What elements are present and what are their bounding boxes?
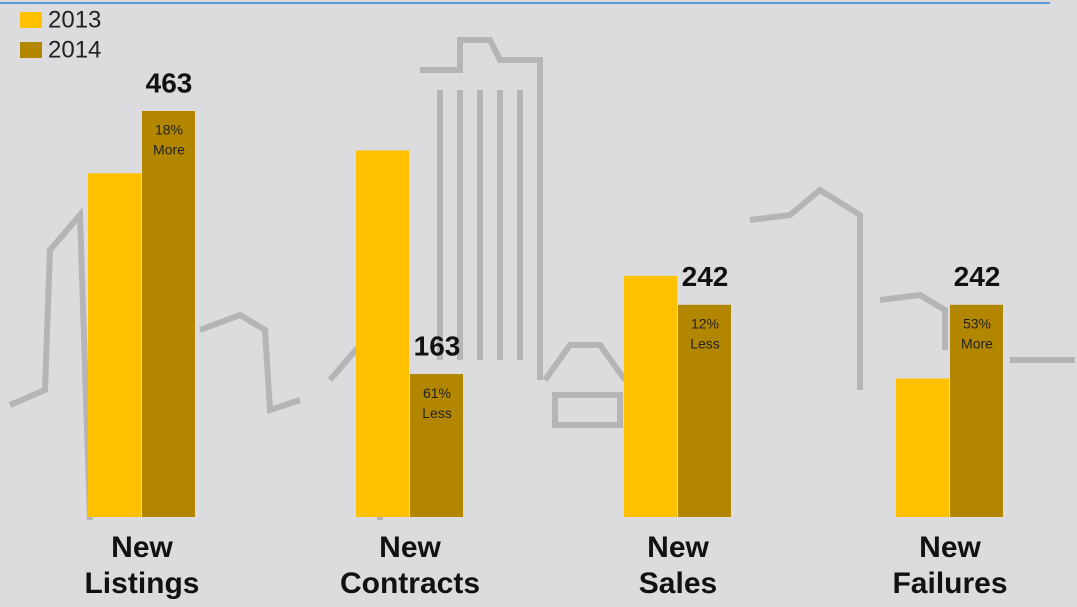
bar — [356, 150, 409, 517]
bar-annotation: 53% — [963, 315, 991, 331]
bar-annotation: Less — [422, 405, 452, 421]
legend-swatch — [20, 42, 42, 58]
value-label: 163 — [414, 330, 461, 361]
category-label: New Contracts — [325, 530, 495, 602]
bar-annotation: 12% — [691, 315, 719, 331]
chart: 2013 2014 463 18% More 163 61% Less 242 12% Less 24… — [0, 0, 1077, 607]
bar-annotation: 61% — [423, 385, 451, 401]
category-label: New Listings — [57, 530, 227, 602]
bar — [142, 111, 195, 517]
legend-swatch — [20, 12, 42, 28]
category-label: New Failures — [865, 530, 1035, 602]
bar-annotation: More — [153, 142, 185, 158]
value-label: 242 — [682, 261, 729, 292]
value-label: 463 — [146, 67, 193, 98]
bar — [896, 378, 949, 517]
bar — [88, 173, 141, 517]
category-label: New Sales — [593, 530, 763, 602]
bar-annotation: 18% — [155, 122, 183, 138]
legend-label: 2014 — [48, 36, 101, 63]
value-label: 242 — [954, 261, 1001, 292]
bar-annotation: Less — [690, 335, 720, 351]
legend-label: 2013 — [48, 6, 101, 33]
page: 2013 2014 463 18% More 163 61% Less 242 12% Less 24… — [0, 0, 1077, 607]
bar-annotation: More — [961, 335, 993, 351]
bar — [624, 276, 677, 517]
